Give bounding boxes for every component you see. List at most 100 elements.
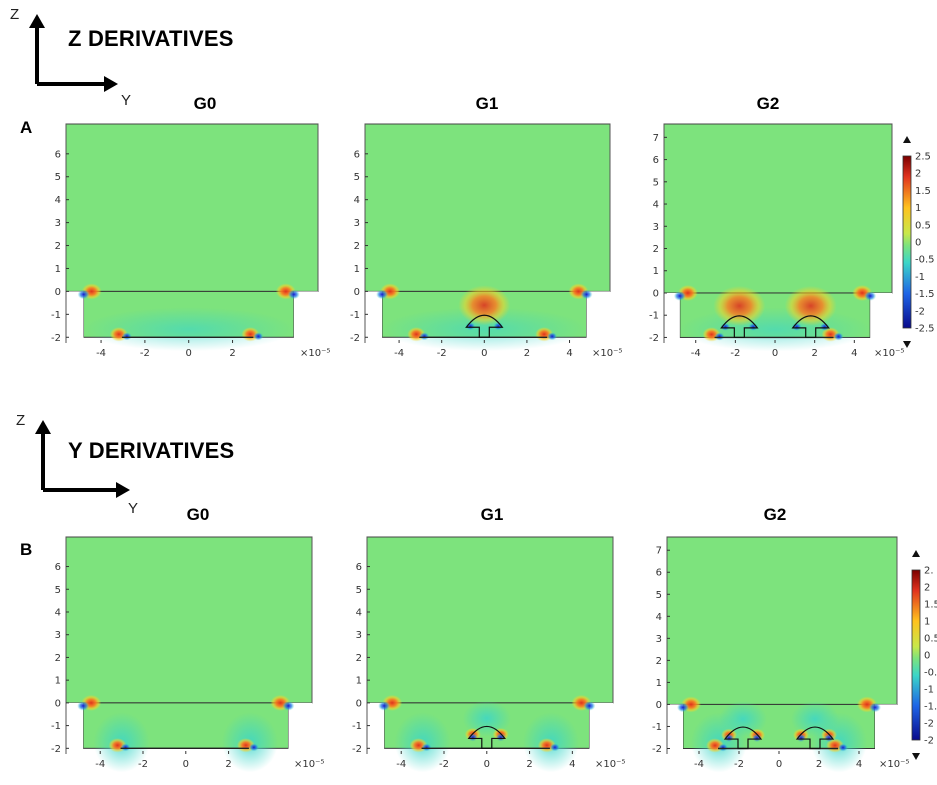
x-scale-label: ×10⁻⁵ bbox=[874, 348, 904, 359]
y-tick-label: 4 bbox=[354, 195, 360, 206]
y-tick-label: 5 bbox=[55, 172, 61, 183]
panel-a-g0: 6 5 4 3 2 1 0 -1 -2 -4 -2 0 2 ×10⁻⁵ bbox=[51, 123, 330, 359]
x-tick-label: 0 bbox=[772, 348, 778, 359]
cold-spot-corner-left bbox=[376, 289, 389, 300]
gate-cold-left-0 bbox=[724, 734, 734, 743]
y-tick-label: 5 bbox=[656, 590, 662, 601]
heading-z-derivatives: Z DERIVATIVES bbox=[68, 26, 234, 51]
colorbar-tick-label: 2 bbox=[915, 169, 921, 180]
cold-spot-corner-right bbox=[580, 289, 593, 300]
title-b-g0: G0 bbox=[186, 505, 210, 524]
gate-cold-left-0 bbox=[467, 733, 478, 742]
field-region bbox=[364, 123, 611, 292]
colorbar-a: 2.5 2 1.5 1 0.5 0 -0.5 -1 -1.5 -2 -2.5 bbox=[902, 136, 935, 348]
colorbar-b: 2. 2 1.5 1 0.5 0 -0. -1 -1. -2 -2 bbox=[911, 550, 937, 760]
cold-spot-corner-right bbox=[869, 702, 881, 713]
gate-cold-right-0 bbox=[493, 322, 504, 331]
colorbar-tick-label: -2.5 bbox=[915, 324, 935, 335]
colorbar-tick-label: 1 bbox=[915, 203, 921, 214]
cold-spot-electrode-left bbox=[121, 332, 132, 341]
cold-spot-corner-left bbox=[77, 289, 90, 300]
gate-cold-left-0 bbox=[720, 322, 731, 331]
gate-structure-1 bbox=[791, 315, 830, 339]
title-a-g1: G1 bbox=[475, 94, 499, 113]
y-tick-label: 5 bbox=[55, 585, 61, 596]
axis-z-label-a: Z bbox=[10, 6, 20, 23]
axis-y-label-b: Y bbox=[128, 500, 139, 517]
y-tick-label: -1 bbox=[51, 310, 61, 321]
x-tick-label: 4 bbox=[566, 348, 572, 359]
y-tick-label: 5 bbox=[653, 177, 659, 188]
y-tick-label: 5 bbox=[356, 585, 362, 596]
x-tick-label: 0 bbox=[484, 759, 490, 770]
y-tick-label: 7 bbox=[653, 133, 659, 144]
colorbar-tick-label: 2 bbox=[924, 583, 930, 594]
panel-b-g2: 7 6 5 4 3 2 1 0 -1 -2 -4 -2 0 2 4 ×10⁻⁵ bbox=[652, 536, 909, 773]
cold-spot-electrode-left bbox=[419, 332, 430, 341]
gate-cold-right-0 bbox=[752, 734, 762, 743]
y-tick-label: 1 bbox=[354, 264, 360, 275]
y-tick-label: 4 bbox=[55, 607, 61, 618]
y-tick-label: 3 bbox=[55, 630, 61, 641]
title-b-g1: G1 bbox=[480, 505, 504, 524]
y-tick-label: -2 bbox=[652, 744, 662, 755]
field-region bbox=[666, 536, 898, 705]
cold-spot-corner-left bbox=[77, 701, 90, 711]
gate-hot-halo-0 bbox=[458, 285, 511, 326]
panel-a-g1: 6 5 4 3 2 1 0 -1 -2 -4 -2 0 2 4 ×10⁻⁵ bbox=[350, 123, 622, 359]
x-tick-label: 2 bbox=[526, 759, 532, 770]
y-tick-label: -2 bbox=[352, 744, 362, 755]
gate-structure-0 bbox=[465, 314, 504, 338]
colorbar-tick-label: 1.5 bbox=[915, 186, 931, 197]
cold-spot-corner-right bbox=[864, 291, 877, 301]
x-tick-label: 0 bbox=[186, 348, 192, 359]
colorbar-tick-label: -1 bbox=[915, 272, 925, 283]
cold-spot-electrode-left bbox=[421, 743, 432, 752]
colorbar-tick-label: -0. bbox=[924, 668, 937, 679]
cold-spot-corner-right bbox=[282, 701, 295, 711]
cold-spot-electrode-left bbox=[718, 743, 728, 752]
gate-cold-halo-0 bbox=[462, 700, 511, 737]
y-tick-label: 0 bbox=[55, 287, 61, 298]
colorbar-gradient bbox=[902, 155, 912, 329]
y-tick-label: 2 bbox=[55, 653, 61, 664]
gate-structure-0 bbox=[467, 725, 506, 749]
field-region bbox=[663, 123, 893, 294]
y-tick-label: 2 bbox=[354, 241, 360, 252]
colorbar-tick-label: -1 bbox=[924, 685, 934, 696]
field-region bbox=[65, 536, 313, 704]
field-region bbox=[65, 123, 319, 292]
colorbar-gradient bbox=[911, 569, 921, 741]
colorbar-tick-label: -2 bbox=[915, 306, 925, 317]
y-tick-label: 3 bbox=[656, 634, 662, 645]
x-scale-label: ×10⁻⁵ bbox=[592, 348, 622, 359]
x-tick-label: 4 bbox=[856, 759, 862, 770]
y-tick-label: -1 bbox=[352, 721, 362, 732]
axis-arrows-b bbox=[35, 420, 130, 498]
y-tick-label: 6 bbox=[354, 149, 360, 160]
panel-letter-b: B bbox=[20, 540, 33, 559]
outer-notch-left bbox=[667, 704, 683, 754]
y-tick-label: 3 bbox=[354, 218, 360, 229]
gate-cold-right-1 bbox=[824, 734, 834, 743]
colorbar-tick-label: 0 bbox=[924, 651, 930, 662]
cold-spot-electrode-left bbox=[120, 743, 131, 752]
title-a-g0: G0 bbox=[193, 94, 217, 113]
x-scale-label: ×10⁻⁵ bbox=[300, 348, 330, 359]
y-tick-label: 1 bbox=[55, 676, 61, 687]
y-tick-label: 1 bbox=[653, 266, 659, 277]
x-scale-label: ×10⁻⁵ bbox=[294, 759, 324, 770]
x-tick-label: -2 bbox=[140, 348, 150, 359]
colorbar-tick-label: 0.5 bbox=[915, 220, 931, 231]
gate-cold-right-0 bbox=[495, 733, 506, 742]
y-tick-label: 4 bbox=[656, 612, 662, 623]
outer-notch-left bbox=[66, 702, 84, 754]
x-tick-label: -2 bbox=[734, 759, 744, 770]
colorbar-arrow-down bbox=[903, 341, 911, 348]
y-tick-label: -2 bbox=[649, 333, 659, 344]
gate-cold-halo-0 bbox=[719, 701, 767, 738]
x-tick-label: 2 bbox=[811, 348, 817, 359]
cold-spot-corner-left bbox=[378, 701, 391, 711]
axis-z-label-b: Z bbox=[16, 412, 26, 429]
